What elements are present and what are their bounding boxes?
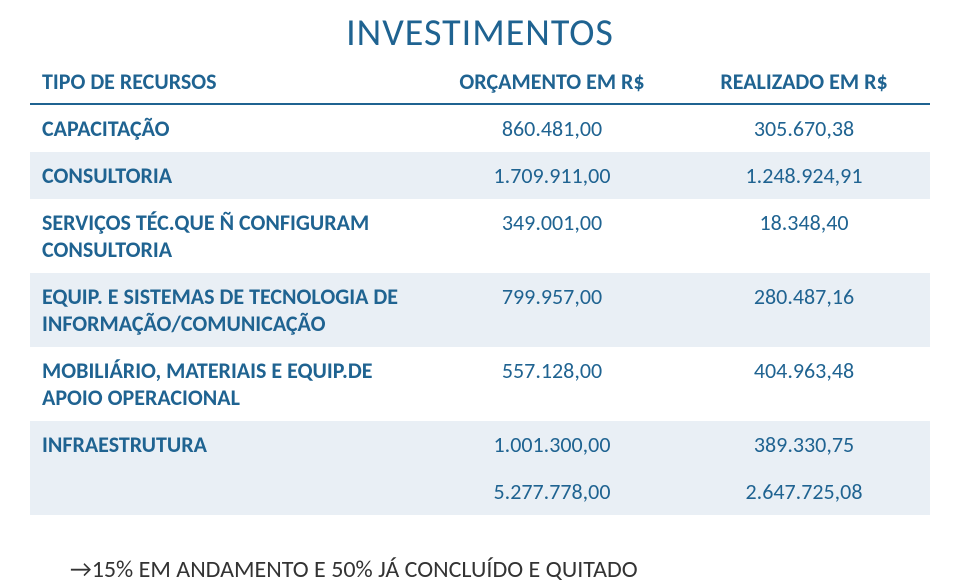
totals-row: 5.277.778,002.647.725,08	[30, 468, 930, 515]
header-tipo: TIPO DE RECURSOS	[30, 60, 426, 104]
page-title: INVESTIMENTOS	[30, 10, 930, 56]
totals-actual: 2.647.725,08	[678, 468, 930, 515]
row-budget: 860.481,00	[426, 104, 678, 152]
row-actual: 404.963,48	[678, 347, 930, 421]
row-actual: 280.487,16	[678, 273, 930, 347]
table-row: EQUIP. E SISTEMAS DE TECNOLOGIA DE INFOR…	[30, 273, 930, 347]
row-actual: 389.330,75	[678, 421, 930, 468]
row-actual: 305.670,38	[678, 104, 930, 152]
table-header-row: TIPO DE RECURSOS ORÇAMENTO EM R$ REALIZA…	[30, 60, 930, 104]
header-orcamento: ORÇAMENTO EM R$	[426, 60, 678, 104]
table-row: SERVIÇOS TÉC.QUE Ñ CONFIGURAM CONSULTORI…	[30, 199, 930, 273]
row-budget: 1.001.300,00	[426, 421, 678, 468]
row-budget: 1.709.911,00	[426, 152, 678, 199]
row-actual: 18.348,40	[678, 199, 930, 273]
table-row: MOBILIÁRIO, MATERIAIS E EQUIP.DE APOIO O…	[30, 347, 930, 421]
header-realizado: REALIZADO EM R$	[678, 60, 930, 104]
row-label: CONSULTORIA	[30, 152, 426, 199]
totals-budget: 5.277.778,00	[426, 468, 678, 515]
investments-table: TIPO DE RECURSOS ORÇAMENTO EM R$ REALIZA…	[30, 60, 930, 515]
row-label: EQUIP. E SISTEMAS DE TECNOLOGIA DE INFOR…	[30, 273, 426, 347]
table-row: CAPACITAÇÃO860.481,00305.670,38	[30, 104, 930, 152]
row-actual: 1.248.924,91	[678, 152, 930, 199]
row-label: MOBILIÁRIO, MATERIAIS E EQUIP.DE APOIO O…	[30, 347, 426, 421]
totals-label	[30, 468, 426, 515]
row-label: SERVIÇOS TÉC.QUE Ñ CONFIGURAM CONSULTORI…	[30, 199, 426, 273]
table-row: CONSULTORIA1.709.911,001.248.924,91	[30, 152, 930, 199]
row-budget: 799.957,00	[426, 273, 678, 347]
table-row: INFRAESTRUTURA1.001.300,00389.330,75	[30, 421, 930, 468]
row-budget: 349.001,00	[426, 199, 678, 273]
row-label: INFRAESTRUTURA	[30, 421, 426, 468]
row-label: CAPACITAÇÃO	[30, 104, 426, 152]
row-budget: 557.128,00	[426, 347, 678, 421]
